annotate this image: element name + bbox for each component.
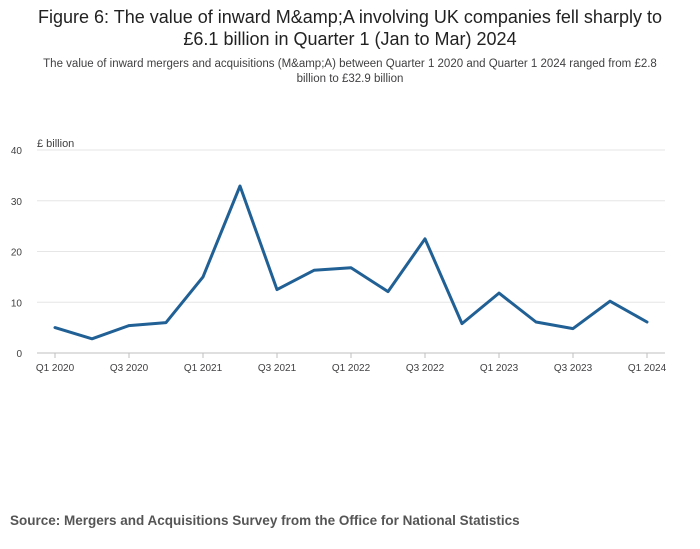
y-tick-label: 0: [16, 349, 22, 360]
x-tick-label: Q3 2020: [110, 363, 149, 374]
x-tick-label: Q3 2022: [406, 363, 445, 374]
x-tick-label: Q1 2024: [628, 363, 667, 374]
y-tick-label: 40: [11, 146, 23, 157]
series-line: [53, 184, 649, 341]
x-tick-label: Q3 2023: [554, 363, 593, 374]
x-tick-label: Q1 2021: [184, 363, 223, 374]
y-tick-label: 20: [11, 248, 23, 259]
chart-subtitle: The value of inward mergers and acquisit…: [43, 58, 657, 85]
y-tick-label: 10: [11, 298, 23, 309]
y-axis-unit-label: £ billion: [37, 138, 74, 150]
y-tick-label: 30: [11, 197, 23, 208]
x-tick-label: Q1 2022: [332, 363, 371, 374]
series-lines: [53, 184, 649, 341]
line-chart: 0 10 20 30 40 Q1 2020 Q3 2020 Q1 2021 Q3 2021 Q1 …: [11, 138, 667, 374]
x-tick-label: Q1 2020: [36, 363, 75, 374]
x-tick-label: Q3 2021: [258, 363, 297, 374]
source-note: Source: Mergers and Acquisitions Survey …: [10, 513, 520, 528]
grid-lines: [37, 149, 665, 303]
axes: 0 10 20 30 40 Q1 2020 Q3 2020 Q1 2021 Q3 2021 Q1 …: [11, 146, 667, 374]
chart-title: Figure 6: The value of inward M&amp;A in…: [38, 7, 662, 49]
x-tick-label: Q1 2023: [480, 363, 519, 374]
